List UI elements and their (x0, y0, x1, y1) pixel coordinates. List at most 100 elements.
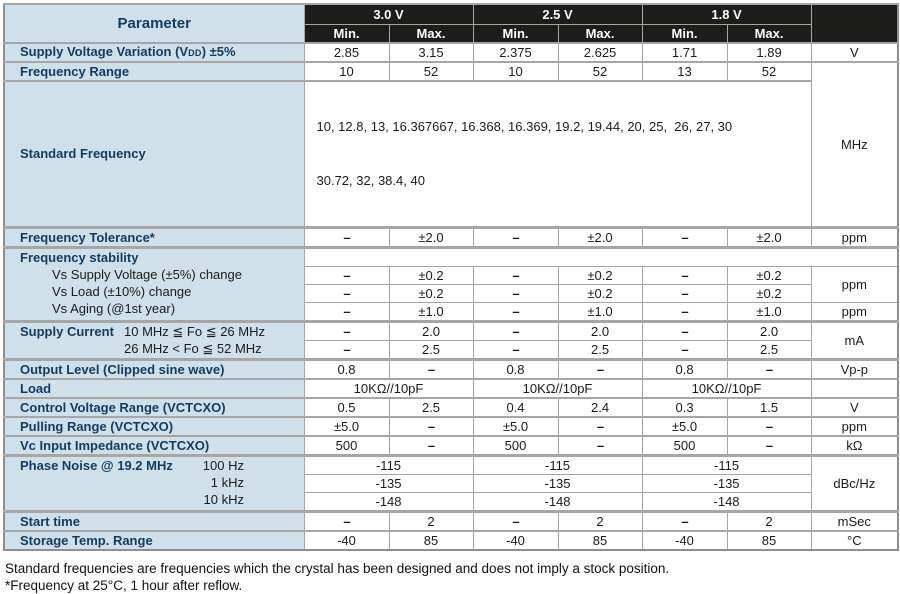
unit-cell: ppm (810, 302, 899, 322)
value-cell: – (472, 284, 559, 303)
value-cell: – (388, 416, 474, 436)
value-cell: 500 (472, 435, 559, 456)
footnote-frequency-condition: *Frequency at 25°C, 1 hour after reflow. (5, 578, 243, 593)
value-cell: 0.8 (303, 358, 390, 379)
row-storage-temp: Storage Temp. Range -40 85 -40 85 -40 85… (3, 530, 899, 550)
min-header: Min. (472, 24, 559, 43)
value-cell: 3.15 (388, 42, 474, 62)
value-cell: – (472, 320, 559, 341)
value-cell: – (303, 510, 390, 531)
value-cell: ±5.0 (303, 416, 390, 436)
value-cell: – (641, 340, 728, 360)
value-cell: 10 (472, 61, 559, 81)
row-frequency-stability-header: Frequency stability Vs Supply Voltage (±… (3, 246, 899, 322)
value-cell: – (388, 435, 474, 456)
value-cell: 0.3 (641, 397, 728, 417)
value-cell: 10KΩ//10pF (472, 378, 643, 398)
param-label: Supply Voltage Variation (VDD) ±5% (3, 42, 305, 62)
max-header: Max. (388, 24, 474, 43)
value-cell: 52 (388, 61, 474, 81)
value-cell: -148 (472, 492, 643, 512)
value-cell: – (557, 435, 643, 456)
param-label: Load (3, 378, 305, 398)
value-cell: 2.5 (388, 340, 474, 360)
unit-cell: mSec (810, 510, 899, 531)
value-cell: – (472, 340, 559, 360)
value-cell: 500 (641, 435, 728, 456)
stability-title: Frequency stability (20, 250, 139, 266)
value-cell: – (303, 302, 390, 322)
param-label: Control Voltage Range (VCTCXO) (3, 397, 305, 417)
footnote-standard-frequencies: Standard frequencies are frequencies whi… (5, 561, 670, 576)
value-cell: -135 (303, 474, 474, 493)
value-cell: 0.5 (303, 397, 390, 417)
unit-cell: ppm (810, 416, 899, 436)
row-load: Load 10KΩ//10pF 10KΩ//10pF 10KΩ//10pF (3, 378, 899, 398)
value-cell: – (726, 358, 812, 379)
value-cell: -148 (303, 492, 474, 512)
value-cell: 500 (303, 435, 390, 456)
unit-cell: V (810, 397, 899, 417)
param-label: Standard Frequency (3, 80, 305, 228)
value-cell: 2.0 (726, 320, 812, 341)
unit-cell (810, 378, 899, 398)
spec-table: Parameter 3.0 V 2.5 V 1.8 V Min. Max. Mi… (3, 3, 900, 551)
value-cell: ±2.0 (726, 226, 812, 248)
value-cell: 1.5 (726, 397, 812, 417)
value-cell: -40 (472, 530, 559, 550)
phase-noise-line1: Phase Noise @ 19.2 MHz 100 Hz (5, 458, 303, 475)
param-label: Output Level (Clipped sine wave) (3, 358, 305, 379)
value-cell: ±1.0 (557, 302, 643, 322)
row-vs-supply-voltage: – ±0.2 – ±0.2 – ±0.2 ppm (4, 266, 899, 303)
param-label: Start time (3, 510, 305, 531)
min-header: Min. (641, 24, 728, 43)
row-vs-aging: – ±1.0 – ±1.0 – ±1.0 ppm (4, 302, 899, 322)
value-cell: 10KΩ//10pF (303, 378, 474, 398)
value-cell: -115 (641, 454, 812, 475)
supply-current-cond1: 10 MHz ≦ Fo ≦ 26 MHz (124, 324, 265, 340)
voltage-group-1v8: 1.8 V (641, 3, 812, 25)
value-cell: – (303, 320, 390, 341)
value-cell: – (472, 510, 559, 531)
phase-noise-offset-1khz: 1 kHz (210, 475, 244, 490)
value-cell: – (303, 284, 390, 303)
supply-current-line2: 26 MHz < Fo ≦ 52 MHz (20, 340, 303, 357)
value-cell: 2 (557, 510, 643, 531)
value-cell: – (303, 226, 390, 248)
param-label-frequency-stability: Frequency stability Vs Supply Voltage (±… (3, 246, 305, 322)
unit-cell: ppm (810, 226, 899, 248)
min-header: Min. (303, 24, 390, 43)
label-part: Supply Voltage Variation (V (20, 44, 189, 59)
units-header-blank (810, 3, 899, 43)
row-output-level: Output Level (Clipped sine wave) 0.8 – 0… (3, 358, 899, 379)
value-cell: ±0.2 (726, 284, 812, 303)
value-cell: 2.0 (557, 320, 643, 341)
value-cell: ±0.2 (557, 284, 643, 303)
phase-noise-offset-100hz: 100 Hz (202, 458, 244, 474)
row-standard-frequency: Standard Frequency 10, 12.8, 13, 16.3676… (3, 80, 898, 228)
value-cell: ±0.2 (388, 284, 474, 303)
header-row-groups: Parameter 3.0 V 2.5 V 1.8 V (3, 3, 899, 43)
parameter-header: Parameter (3, 3, 305, 43)
row-control-voltage-range: Control Voltage Range (VCTCXO) 0.5 2.5 0… (3, 397, 899, 417)
value-cell: 52 (557, 61, 643, 81)
value-cell: – (303, 340, 390, 360)
standard-frequency-list: 10, 12.8, 13, 16.367667, 16.368, 16.369,… (303, 80, 812, 228)
value-cell: ±1.0 (726, 302, 812, 322)
value-cell: 2.625 (557, 42, 643, 62)
value-cell: -148 (641, 492, 812, 512)
value-cell: 2.85 (303, 42, 390, 62)
value-cell: 2.5 (726, 340, 812, 360)
header-row-minmax: Min. Max. Min. Max. Min. Max. (4, 24, 898, 43)
max-header: Max. (557, 24, 643, 43)
value-cell: – (726, 435, 812, 456)
value-cell: 13 (641, 61, 728, 81)
value-cell: 2.375 (472, 42, 559, 62)
row-supply-current-2: – 2.5 – 2.5 – 2.5 (4, 340, 898, 360)
value-cell: 2.5 (388, 397, 474, 417)
param-label: Pulling Range (VCTCXO) (3, 416, 305, 436)
value-cell: ±0.2 (726, 266, 812, 285)
unit-cell: ppm (810, 266, 899, 303)
value-cell: – (472, 226, 559, 248)
value-cell: -135 (641, 474, 812, 493)
